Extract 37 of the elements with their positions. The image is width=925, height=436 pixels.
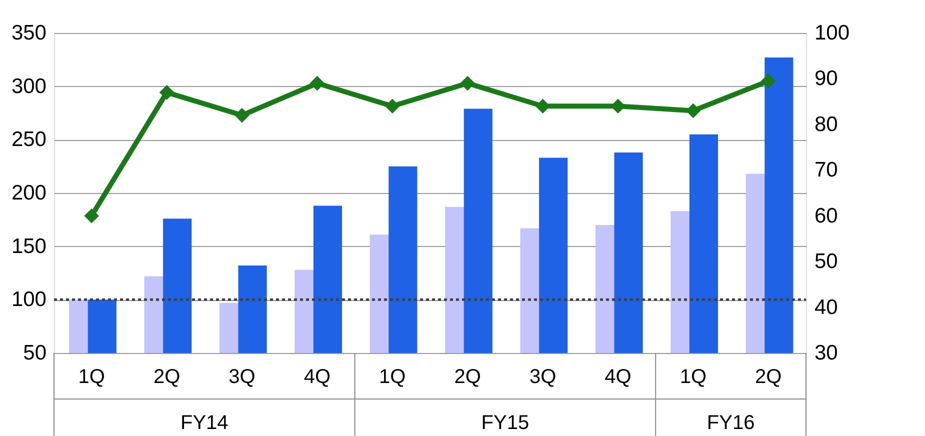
point <box>460 76 476 91</box>
point <box>686 103 701 118</box>
y2-tick-label: 100 <box>814 22 850 44</box>
y-tick-label: 50 <box>23 342 46 364</box>
y-tick-label: 150 <box>11 234 46 258</box>
point <box>159 85 174 100</box>
x-tick-label: 3Q <box>529 366 556 388</box>
point <box>760 74 776 88</box>
text: FY14 <box>180 412 228 434</box>
y2-tick-label: 40 <box>814 296 838 319</box>
y-tick-label: 200 <box>11 182 46 204</box>
x-tick-label: 2Q <box>454 366 481 388</box>
x-tick-label: 1Q <box>379 366 406 388</box>
point <box>310 76 325 91</box>
x-tick-label: 4Q <box>604 366 632 388</box>
text: FY15 <box>481 412 530 434</box>
x-tick-label: 2Q <box>755 366 782 388</box>
point <box>384 98 400 114</box>
x-tick-label: 4Q <box>304 366 331 388</box>
y-tick-label: 350 <box>11 22 46 44</box>
point <box>84 208 100 224</box>
point <box>234 108 250 123</box>
y2-tick-label: 90 <box>814 67 838 90</box>
y2-tick-label: 80 <box>814 112 838 136</box>
x-tick-label: 3Q <box>228 366 256 388</box>
y2-tick-label: 70 <box>814 158 838 182</box>
y2-tick-label: 30 <box>814 342 838 364</box>
x-tick-label: 2Q <box>153 366 180 388</box>
y-tick-label: 250 <box>11 128 46 152</box>
x-tick-label: 1Q <box>78 366 105 388</box>
x-tick-label: 1Q <box>680 366 707 388</box>
y-tick-label: 100 <box>11 288 46 312</box>
text: FY16 <box>706 412 755 434</box>
point <box>610 98 626 114</box>
y-tick-label: 300 <box>11 74 46 98</box>
y2-tick-label: 50 <box>814 250 838 274</box>
y2-tick-label: 60 <box>814 204 838 228</box>
